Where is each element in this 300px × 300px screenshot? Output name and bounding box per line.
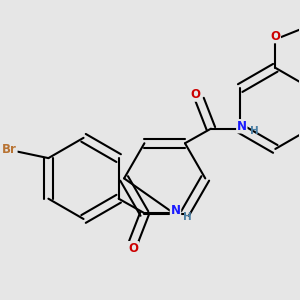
Text: H: H — [183, 212, 192, 222]
Text: H: H — [250, 126, 258, 136]
Text: N: N — [237, 120, 247, 133]
Text: N: N — [170, 204, 181, 218]
Text: O: O — [190, 88, 200, 101]
Text: O: O — [270, 30, 280, 43]
Text: Br: Br — [2, 143, 17, 157]
Text: O: O — [128, 242, 138, 255]
